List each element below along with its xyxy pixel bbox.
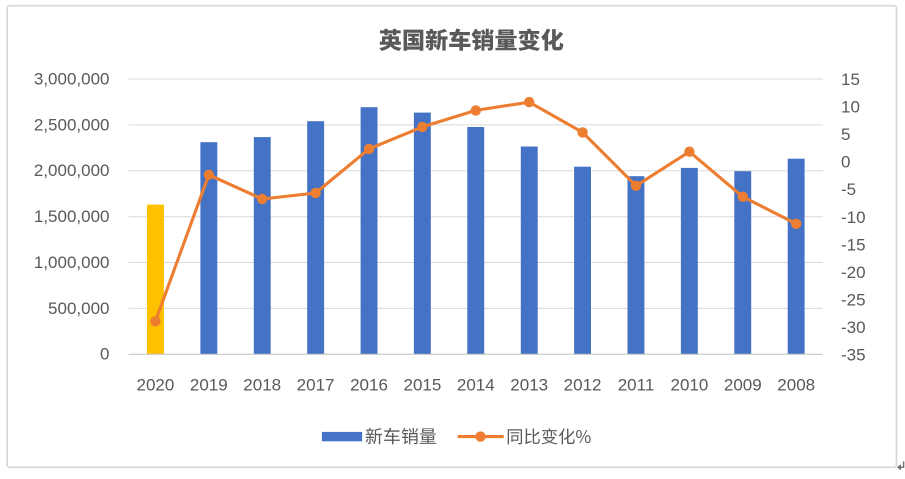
svg-text:2014: 2014 xyxy=(457,376,495,395)
svg-text:2020: 2020 xyxy=(136,376,174,395)
svg-text:10: 10 xyxy=(841,98,860,117)
svg-text:15: 15 xyxy=(841,70,860,89)
svg-text:2009: 2009 xyxy=(724,376,762,395)
svg-text:2013: 2013 xyxy=(510,376,548,395)
svg-text:-30: -30 xyxy=(841,318,866,337)
svg-text:2008: 2008 xyxy=(777,376,815,395)
svg-text:2,500,000: 2,500,000 xyxy=(34,115,110,134)
svg-text:2015: 2015 xyxy=(403,376,441,395)
svg-text:2,000,000: 2,000,000 xyxy=(34,161,110,180)
svg-text:-35: -35 xyxy=(841,345,866,364)
svg-text:1,500,000: 1,500,000 xyxy=(34,207,110,226)
svg-text:2016: 2016 xyxy=(350,376,388,395)
svg-text:2017: 2017 xyxy=(297,376,335,395)
svg-text:2012: 2012 xyxy=(564,376,602,395)
svg-text:500,000: 500,000 xyxy=(48,299,109,318)
svg-text:0: 0 xyxy=(100,345,109,364)
svg-text:3,000,000: 3,000,000 xyxy=(34,69,110,88)
svg-text:-20: -20 xyxy=(841,263,866,282)
svg-text:-15: -15 xyxy=(841,235,866,254)
svg-text:-25: -25 xyxy=(841,290,866,309)
svg-text:5: 5 xyxy=(841,125,850,144)
svg-text:0: 0 xyxy=(841,153,850,172)
svg-text:2011: 2011 xyxy=(618,376,655,395)
svg-text:-10: -10 xyxy=(841,208,866,227)
svg-text:2010: 2010 xyxy=(670,376,708,395)
svg-text:2019: 2019 xyxy=(190,376,228,395)
svg-text:1,000,000: 1,000,000 xyxy=(34,253,110,272)
svg-text:-5: -5 xyxy=(841,180,856,199)
svg-text:2018: 2018 xyxy=(243,376,281,395)
